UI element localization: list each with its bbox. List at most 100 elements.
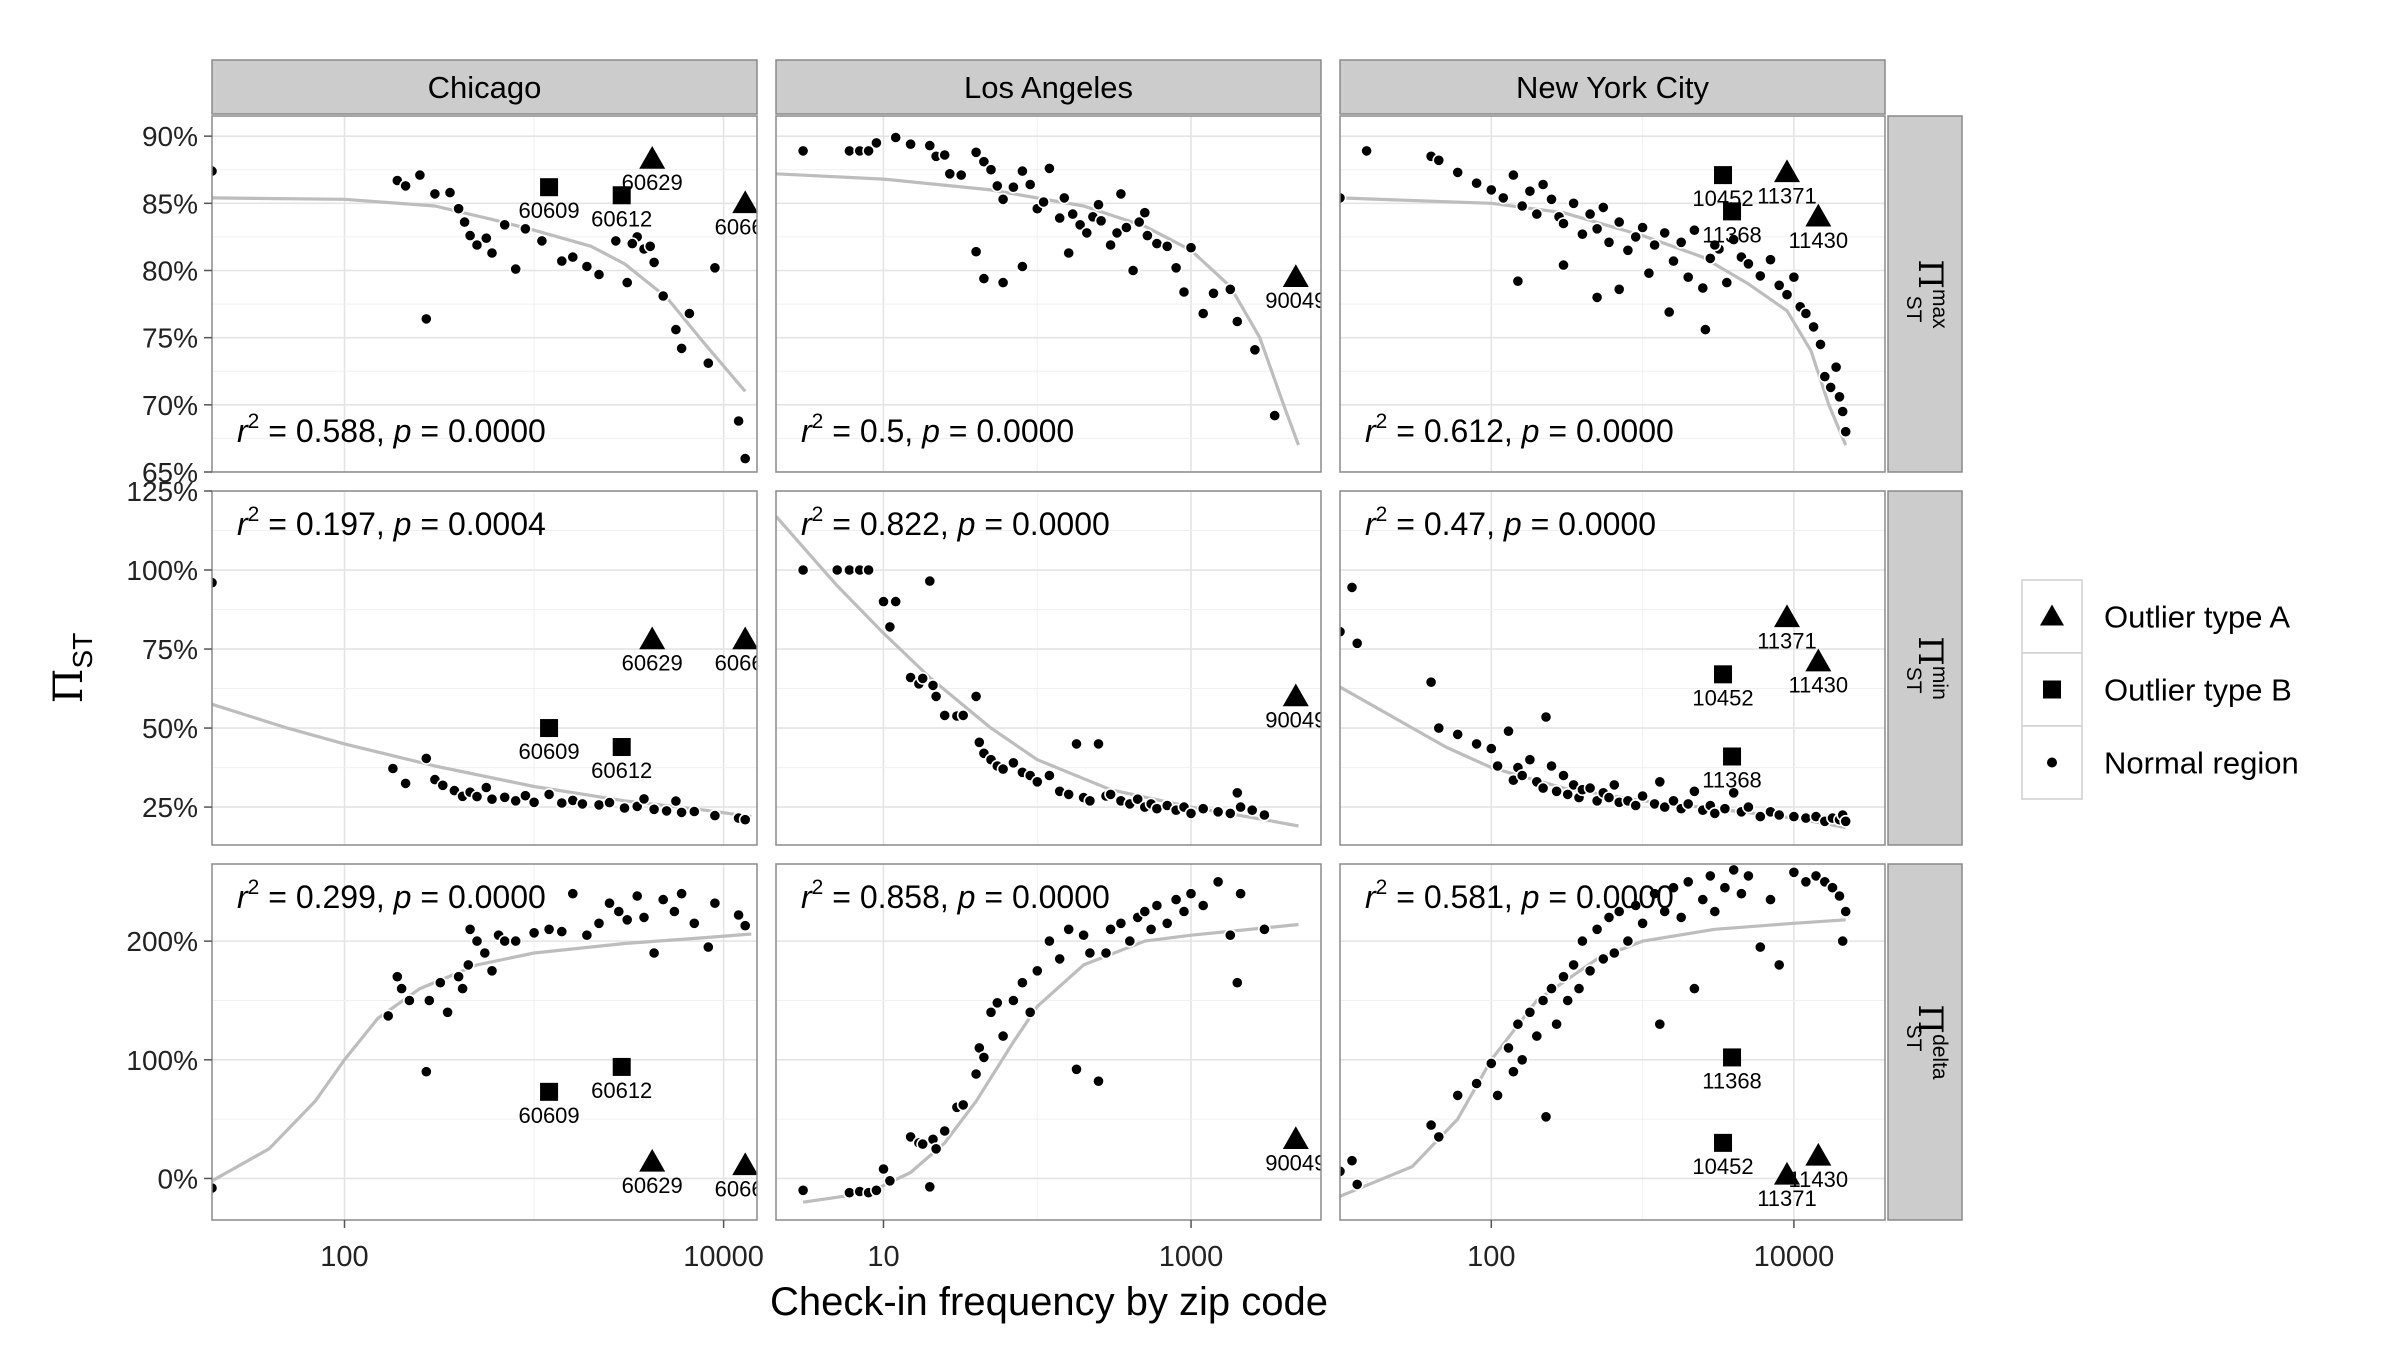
data-point — [796, 144, 810, 158]
outlier-label: 60609 — [518, 739, 579, 764]
p-value: = 0.0000 — [975, 506, 1109, 542]
data-point — [630, 889, 644, 903]
data-point — [637, 792, 651, 806]
data-point — [1150, 237, 1164, 250]
panel-border — [1339, 115, 1886, 473]
data-point — [1184, 887, 1198, 901]
r2-symbol: r — [1365, 506, 1377, 542]
y-tick-label: 70% — [142, 390, 198, 421]
x-tick-label: 100 — [1467, 1241, 1515, 1273]
p-symbol: p — [957, 879, 976, 915]
y-tick-label: 200% — [126, 926, 198, 957]
data-point — [1345, 1154, 1359, 1168]
data-point — [870, 1183, 883, 1197]
data-point — [1742, 257, 1755, 271]
x-axis-label: Check-in frequency by zip code — [770, 1280, 1328, 1324]
p-value: = 0.0000 — [1522, 506, 1656, 542]
data-point — [1230, 315, 1244, 328]
data-point — [1080, 226, 1094, 240]
data-point — [683, 307, 696, 320]
data-point — [647, 946, 661, 960]
r2-symbol: r — [801, 506, 813, 542]
stats-annotation: r2 = 0.5, p = 0.0000 — [801, 410, 1074, 449]
data-point — [1596, 952, 1610, 966]
r2-value: = 0.612, — [1387, 413, 1521, 449]
r2-value: = 0.581, — [1387, 879, 1521, 915]
panel: 60629 60666 60609 60612 r2 = 0.299, p = 0.00… — [211, 863, 776, 1221]
data-point — [456, 982, 469, 995]
data-point — [1824, 380, 1838, 394]
p-symbol: p — [957, 506, 976, 542]
data-point — [509, 934, 523, 948]
data-point — [1523, 753, 1537, 767]
outlier-label: 60612 — [591, 206, 652, 231]
data-point — [1507, 168, 1520, 182]
data-point — [1576, 934, 1589, 948]
outlier-triangle — [1773, 604, 1800, 628]
data-point — [1023, 1005, 1037, 1019]
data-point — [1696, 893, 1710, 906]
stats-annotation: r2 = 0.47, p = 0.0000 — [1365, 503, 1656, 542]
data-point — [1703, 869, 1717, 883]
column-strip-bg — [1339, 59, 1886, 115]
row-strip-label: ΠdeltaST — [1902, 1004, 1951, 1080]
data-point — [1070, 1062, 1083, 1076]
data-point — [1550, 1017, 1563, 1031]
r2-exponent: 2 — [1376, 503, 1388, 526]
data-point — [419, 312, 433, 326]
data-point — [555, 925, 569, 938]
x-tick-label: 100 — [320, 1241, 368, 1273]
outlier-triangle — [732, 190, 757, 214]
data-point — [1583, 964, 1597, 978]
data-point — [1104, 238, 1117, 252]
data-point — [1023, 178, 1037, 191]
data-point — [1753, 810, 1767, 823]
data-point — [708, 809, 722, 822]
data-point — [1696, 281, 1710, 295]
outlier-label: 11371 — [1757, 1186, 1817, 1211]
stats-annotation: r2 = 0.299, p = 0.0000 — [237, 876, 546, 915]
data-point — [1612, 282, 1626, 296]
outlier-label: 60666 — [715, 1176, 776, 1201]
data-point — [701, 356, 715, 370]
y-axis-label-sub: ST — [67, 633, 98, 669]
data-point — [796, 563, 810, 577]
data-point — [830, 563, 844, 577]
data-point — [1511, 274, 1525, 288]
outlier-label: 11371 — [1757, 628, 1817, 653]
data-point — [1576, 227, 1589, 241]
legend-label: Outlier type A — [2104, 600, 2290, 635]
row-strip-bg — [1887, 115, 1963, 473]
panel-content: 60629 60666 60609 60612 — [212, 116, 757, 472]
data-point — [1602, 235, 1616, 249]
data-point — [1648, 238, 1661, 252]
data-point — [1114, 916, 1128, 930]
row-strip-sup: min — [1928, 666, 1951, 700]
data-point — [478, 946, 492, 960]
data-point — [1248, 343, 1262, 357]
data-point — [1099, 946, 1113, 960]
data-point — [580, 260, 594, 273]
outlier-label: 60612 — [591, 758, 652, 783]
data-point — [984, 163, 998, 177]
y-tick-label: 125% — [126, 476, 198, 507]
data-point — [1703, 251, 1717, 265]
column-strip-label: New York City — [1516, 70, 1709, 105]
panel: 90049 r2 = 0.822, p = 0.0000 — [775, 490, 1322, 846]
data-point — [1523, 184, 1537, 198]
data-point — [996, 192, 1010, 206]
data-point — [1083, 946, 1097, 960]
data-point — [675, 806, 688, 819]
stats-annotation: r2 = 0.197, p = 0.0004 — [237, 503, 546, 542]
outlier-label: 60666 — [715, 651, 776, 676]
x-axes: 100 10000 10 1000 100 10000 — [320, 1220, 1834, 1273]
data-point — [1629, 799, 1643, 812]
stats-annotation: r2 = 0.588, p = 0.0000 — [237, 410, 546, 449]
data-point — [1653, 1017, 1667, 1031]
data-point — [923, 1180, 937, 1194]
data-point — [1043, 934, 1056, 948]
data-point — [485, 964, 499, 978]
data-point — [1550, 784, 1563, 798]
